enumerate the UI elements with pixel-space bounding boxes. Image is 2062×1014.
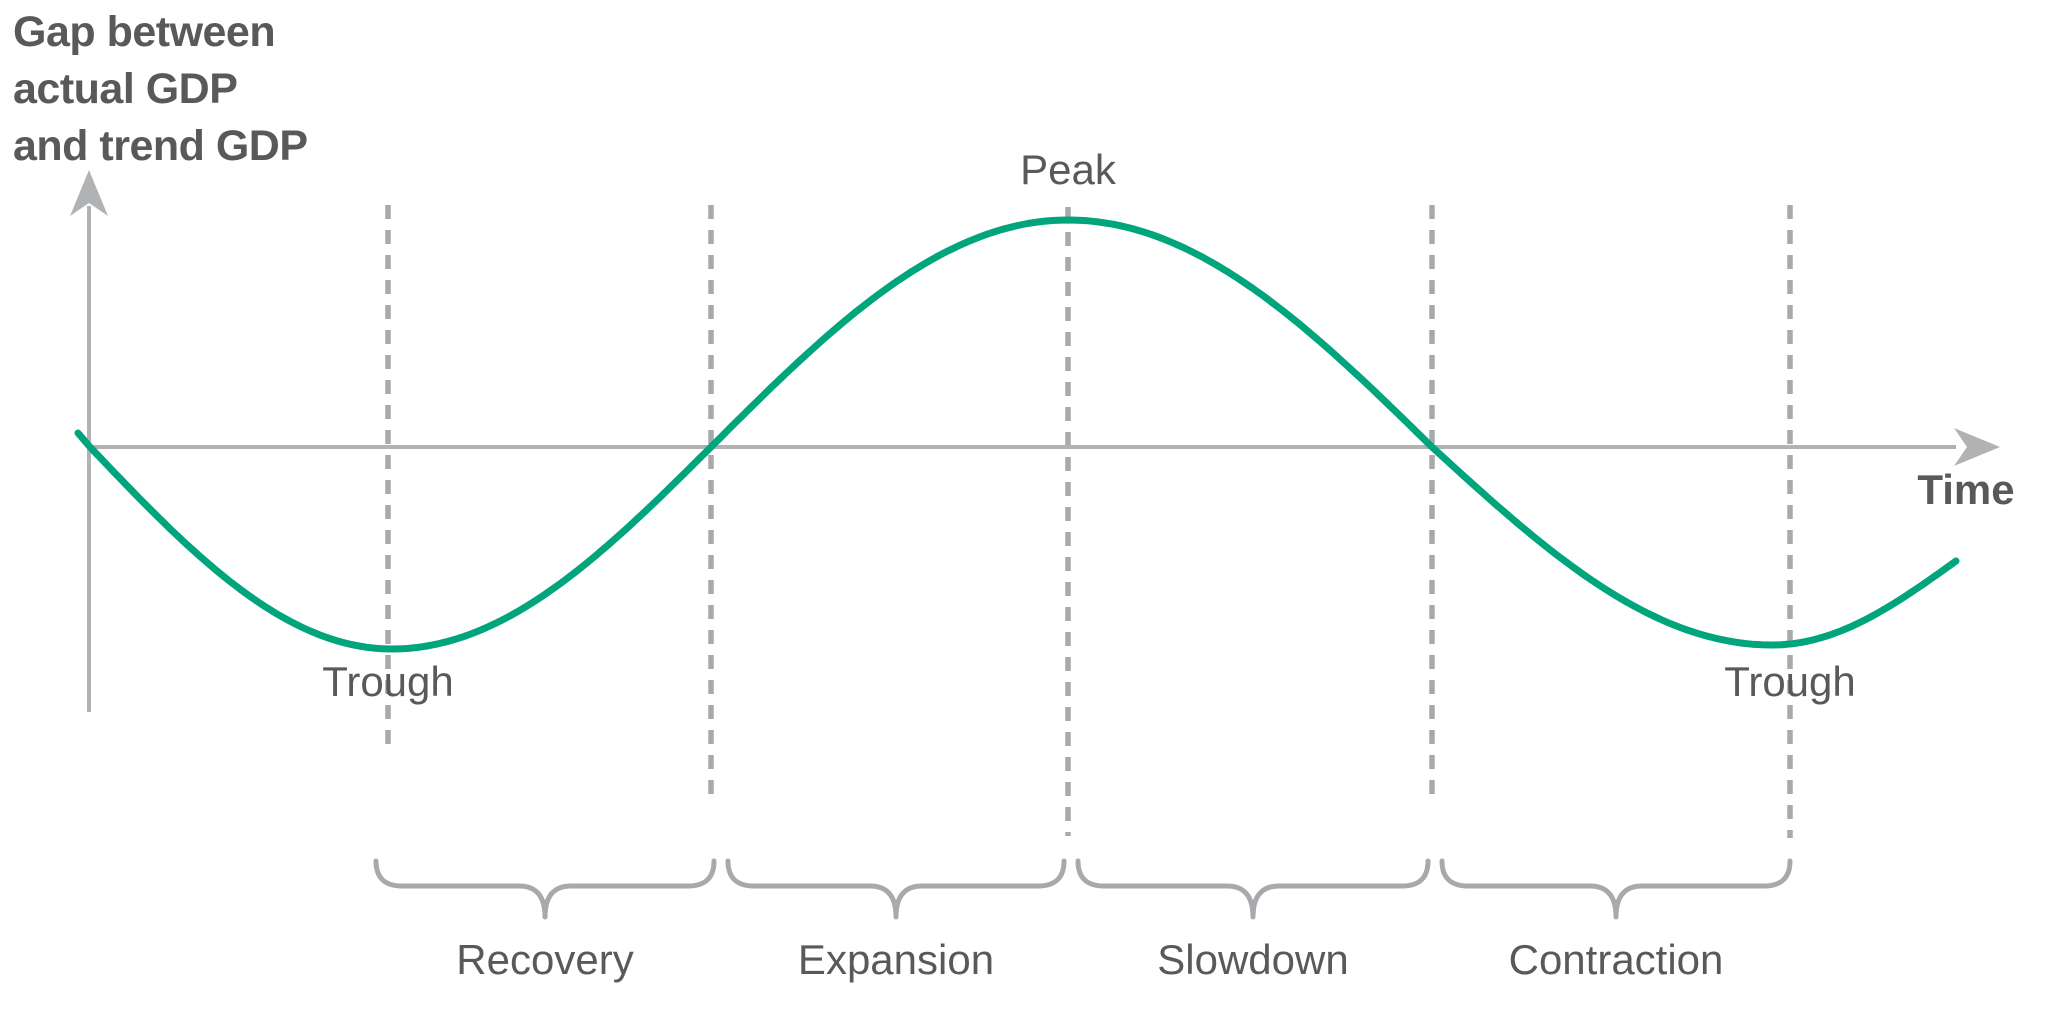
dashed-guide-lines <box>385 205 1793 838</box>
x-axis-label: Time <box>1917 466 2015 513</box>
trough-label-left: Trough <box>322 658 454 705</box>
phase-label-contraction: Contraction <box>1508 936 1724 983</box>
y-axis-title-line: Gap between <box>13 8 276 56</box>
trough-label-right: Trough <box>1724 658 1856 705</box>
phase-braces <box>373 858 1793 920</box>
brace-expansion <box>725 858 1067 920</box>
y-axis-title: Gap between actual GDP and trend GDP <box>13 4 308 175</box>
brace-contraction <box>1439 858 1793 920</box>
phase-label-slowdown: Slowdown <box>1157 936 1349 983</box>
axes <box>70 170 2000 712</box>
phase-label-recovery: Recovery <box>456 936 634 983</box>
brace-recovery <box>373 858 717 920</box>
phase-label-expansion: Expansion <box>797 936 995 983</box>
y-axis-title-line: and trend GDP <box>13 122 308 170</box>
peak-label: Peak <box>1020 146 1116 193</box>
y-axis-title-line: actual GDP <box>13 65 238 113</box>
brace-slowdown <box>1075 858 1431 920</box>
y-axis-arrow-icon <box>70 170 108 216</box>
gdp-cycle-curve <box>74 216 1960 653</box>
x-axis-arrow-icon <box>1954 428 2000 466</box>
